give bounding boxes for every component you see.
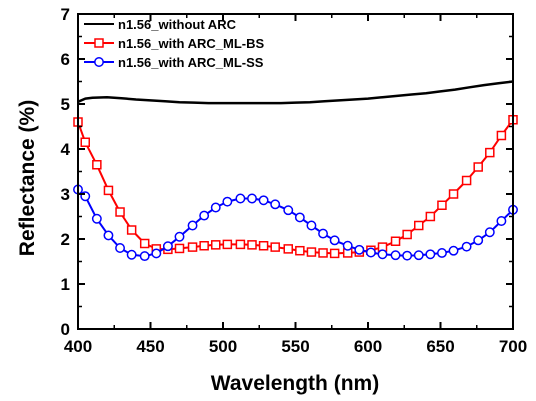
series-2-marker <box>247 240 257 250</box>
series-3-marker <box>139 251 150 262</box>
series-3-marker <box>126 249 137 260</box>
legend: n1.56_without ARC n1.56_with ARC_ML-BS n1.… <box>84 17 264 70</box>
series-3-marker <box>402 250 413 261</box>
legend-marker-2 <box>94 38 104 48</box>
series-2-marker <box>139 238 150 249</box>
x-tick-label: 400 <box>64 337 92 356</box>
x-tick-label: 500 <box>209 337 237 356</box>
series-line-2 <box>77 119 514 255</box>
series-2-marker <box>306 247 317 257</box>
legend-marker-3 <box>94 57 104 67</box>
series-3-marker <box>199 210 210 221</box>
series-2-marker <box>211 240 221 250</box>
x-tick-label: 650 <box>426 337 454 356</box>
series-2-marker <box>390 236 401 246</box>
y-tick-label: 7 <box>61 5 70 24</box>
series-2-marker <box>425 211 436 222</box>
series-2-marker <box>473 162 483 172</box>
series-2-marker <box>235 239 246 250</box>
plot-layer <box>73 80 518 262</box>
y-tick-label: 0 <box>61 320 70 339</box>
series-3-marker <box>425 249 436 260</box>
series-2-marker <box>437 200 447 210</box>
series-2-marker <box>174 243 185 254</box>
series-3-marker <box>258 195 269 206</box>
series-3-marker <box>390 250 401 261</box>
series-3-marker <box>437 248 447 258</box>
series-3-marker <box>413 250 424 261</box>
series-2-marker <box>295 245 305 256</box>
x-tick-label: 450 <box>136 337 164 356</box>
series-3-marker <box>115 243 126 253</box>
series-3-marker <box>354 244 365 255</box>
series-3-marker <box>377 249 388 260</box>
y-axis-title: Reflectance (%) <box>16 100 39 256</box>
series-3-marker <box>306 220 317 231</box>
series-3-marker <box>496 216 507 226</box>
series-3-marker <box>210 202 221 213</box>
series-3-marker <box>283 205 294 216</box>
series-3-marker <box>365 247 376 258</box>
series-2-marker <box>448 189 459 199</box>
series-3-marker <box>484 227 495 238</box>
series-3-marker <box>342 240 353 251</box>
series-3-marker <box>318 228 328 239</box>
y-tick-label: 2 <box>61 230 70 249</box>
series-3-marker <box>103 230 114 241</box>
series-2-marker <box>402 229 412 240</box>
series-3-marker <box>174 231 185 242</box>
series-2-marker <box>187 242 198 252</box>
series-2-marker <box>461 175 472 186</box>
series-3-marker <box>473 235 484 246</box>
series-2-marker <box>270 242 280 252</box>
legend-label-1: n1.56_without ARC <box>118 17 237 32</box>
series-3-marker <box>162 241 173 252</box>
x-tick-label: 550 <box>281 337 309 356</box>
y-tick-label: 1 <box>61 275 70 294</box>
series-2-marker <box>485 147 495 158</box>
series-2-marker <box>283 244 293 254</box>
series-2-marker <box>126 225 137 235</box>
y-tick-label: 6 <box>61 50 70 69</box>
x-tick-label: 700 <box>499 337 527 356</box>
series-2-marker <box>199 241 209 251</box>
series-3-marker <box>222 196 233 207</box>
series-line-1 <box>77 80 514 105</box>
axes-layer: 400 450 500 550 600 650 700 0 1 2 3 4 5 6 7 <box>61 5 528 356</box>
series-3-marker <box>329 235 340 246</box>
series-2-marker <box>496 130 507 141</box>
series-2-marker <box>92 160 102 170</box>
series-2-marker <box>258 241 269 251</box>
series-2-marker <box>115 207 125 217</box>
series-3-marker <box>91 213 102 224</box>
series-3-marker <box>235 193 246 204</box>
y-tick-label: 3 <box>61 185 70 204</box>
series-2-marker <box>318 248 328 258</box>
series-3-marker <box>247 193 257 204</box>
series-2-marker <box>103 185 114 196</box>
series-3-marker <box>270 199 281 210</box>
series-2-marker <box>329 248 340 259</box>
series-2-marker <box>80 137 90 147</box>
x-axis-title: Wavelength (nm) <box>211 372 379 395</box>
series-2-marker <box>414 220 424 231</box>
legend-label-3: n1.56_with ARC_ML-SS <box>118 55 264 70</box>
y-tick-label: 4 <box>61 140 71 159</box>
series-3-marker <box>187 220 198 231</box>
y-tick-label: 5 <box>61 95 70 114</box>
series-3-marker <box>151 248 162 259</box>
legend-label-2: n1.56_with ARC_ML-BS <box>118 36 264 51</box>
x-tick-label: 600 <box>354 337 382 356</box>
series-2-marker <box>222 239 233 250</box>
series-3-marker <box>294 212 305 223</box>
series-3-marker <box>461 241 472 252</box>
series-3-marker <box>448 245 459 256</box>
